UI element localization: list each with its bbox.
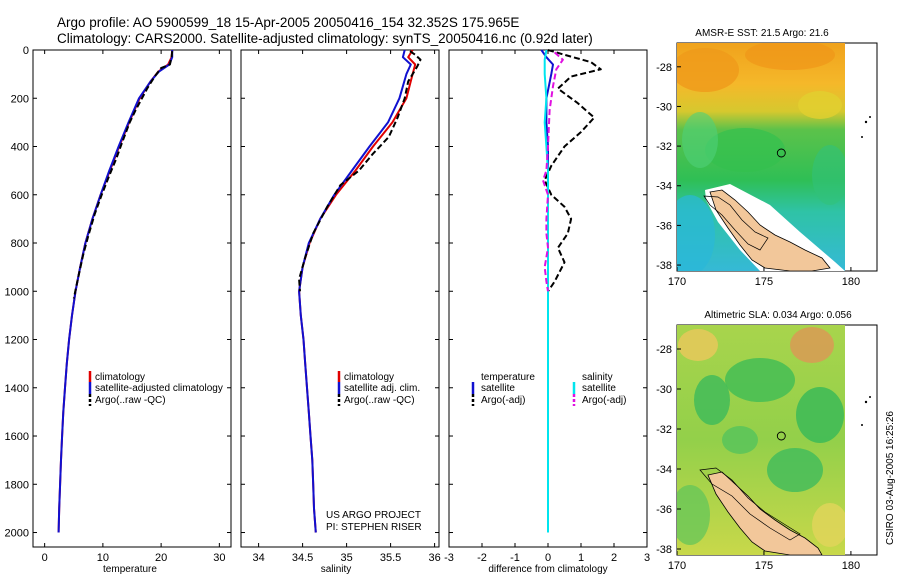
sst-field: [677, 43, 845, 271]
difference-panel: -3 -2 -1 0 1 2 3 difference from climatology t…: [444, 49, 650, 575]
y-tick-label: 2000: [5, 528, 29, 540]
x-tick-label: 35: [340, 552, 352, 564]
map-y-tick-label: -30: [656, 384, 672, 396]
map-y-tick-label: -34: [656, 181, 672, 193]
sst-map-panel: AMSR-E SST: 21.5 Argo: 21.6 170 175 180 -28…: [656, 28, 878, 288]
temperature-legend-satellite: satellite-adjusted climatology: [95, 383, 223, 394]
x-tick-label: 0: [545, 552, 551, 564]
temperature-legend: climatology satellite-adjusted climatolo…: [88, 371, 223, 406]
series-line-argo-raw-qc: [298, 50, 422, 292]
y-tick-label: 600: [11, 190, 29, 202]
salinity-legend: climatology satellite adj. clim. Argo(..…: [337, 371, 420, 406]
temperature-axes-frame: [32, 49, 232, 548]
sst-map-offshore-dots: [861, 116, 871, 138]
temperature-legend-climatology: climatology: [95, 372, 145, 383]
sst-map-float-marker: [776, 148, 786, 158]
map-y-tick-label: -34: [656, 464, 672, 476]
salinity-legend-satellite: satellite adj. clim.: [344, 383, 420, 394]
x-tick-label: 10: [97, 552, 109, 564]
y-tick-label: 1600: [5, 431, 29, 443]
x-tick-label: -2: [477, 552, 487, 564]
x-tick-label: 1: [578, 552, 584, 564]
y-tick-label: 1000: [5, 286, 29, 298]
salinity-annotation-pi: PI: STEPHEN RISER: [326, 522, 422, 533]
salinity-legend-argo: Argo(..raw -QC): [344, 395, 415, 406]
y-tick-label: 400: [11, 142, 29, 154]
x-tick-label: 2: [611, 552, 617, 564]
sla-map-offshore-dots: [861, 396, 871, 426]
map-y-tick-label: -36: [656, 220, 672, 232]
difference-legend-temp-satellite: satellite: [481, 383, 515, 394]
map-x-tick-label: 175: [755, 276, 773, 288]
x-tick-label: 35.5: [380, 552, 401, 564]
sla-field: [677, 325, 845, 555]
y-tick-label: 1200: [5, 335, 29, 347]
map-y-tick-label: -30: [656, 101, 672, 113]
credit-timestamp: CSIRO 03-Aug-2005 16:25:26: [885, 411, 896, 545]
map-x-tick-label: 175: [755, 560, 773, 572]
series-line-salinity-satellite: [543, 49, 549, 533]
difference-legend-temperature-heading: temperature: [481, 372, 535, 383]
map-x-tick-label: 180: [842, 276, 860, 288]
x-tick-label: 0: [42, 552, 48, 564]
y-tick-label: 200: [11, 93, 29, 105]
map-y-tick-label: -38: [656, 544, 672, 556]
figure-title-line2: Climatology: CARS2000. Satellite-adjuste…: [57, 31, 593, 46]
difference-legend-temp-argo: Argo(-adj): [481, 395, 525, 406]
difference-legend-salinity-heading: salinity: [582, 372, 613, 383]
salinity-legend-climatology: climatology: [344, 372, 394, 383]
temperature-xlabel: temperature: [103, 564, 157, 575]
y-tick-label: 1800: [5, 479, 29, 491]
x-tick-label: 36: [428, 552, 440, 564]
salinity-axes-frame: [240, 49, 440, 548]
x-tick-label: -3: [444, 552, 454, 564]
map-y-tick-label: -38: [656, 260, 672, 272]
difference-legend-sal-satellite: satellite: [582, 383, 616, 394]
sla-map-panel: Altimetric SLA: 0.034 Argo: 0.056 170 175…: [656, 310, 878, 572]
salinity-annotation-project: US ARGO PROJECT: [326, 510, 421, 521]
x-tick-label: 20: [155, 552, 167, 564]
map-y-tick-label: -32: [656, 424, 672, 436]
temperature-legend-argo: Argo(..raw -QC): [95, 395, 166, 406]
temperature-panel: 0 10 20 30 0 200 400 600 800 1000 1200 1400 1600 1800…: [5, 45, 232, 575]
figure-title-line1: Argo profile: AO 5900599_18 15-Apr-2005 …: [57, 15, 519, 30]
y-tick-label: 1400: [5, 383, 29, 395]
map-y-tick-label: -36: [656, 504, 672, 516]
series-line-argo-raw-qc: [72, 51, 174, 299]
difference-xlabel: difference from climatology: [488, 564, 607, 575]
sla-map-title: Altimetric SLA: 0.034 Argo: 0.056: [704, 310, 852, 321]
series-line-salinity-argo-adj: [542, 51, 564, 292]
difference-legend: temperature satellite Argo(-adj) salinit…: [471, 372, 626, 406]
x-tick-label: 34: [252, 552, 264, 564]
y-tick-label: 800: [11, 238, 29, 250]
salinity-xlabel: salinity: [321, 564, 352, 575]
x-tick-label: 30: [213, 552, 225, 564]
x-tick-label: 3: [644, 552, 650, 564]
sst-map-title: AMSR-E SST: 21.5 Argo: 21.6: [695, 28, 829, 39]
map-y-tick-label: -32: [656, 141, 672, 153]
x-tick-label: -1: [510, 552, 520, 564]
map-x-tick-label: 170: [668, 276, 686, 288]
map-x-tick-label: 180: [842, 560, 860, 572]
map-y-tick-label: -28: [656, 62, 672, 74]
map-x-tick-label: 170: [668, 560, 686, 572]
salinity-panel: 34 34.5 35 35.5 36 salinity climatology sate…: [240, 49, 441, 575]
series-line-temperature-argo-adj: [543, 49, 602, 292]
map-y-tick-label: -28: [656, 344, 672, 356]
y-tick-label: 0: [23, 45, 29, 57]
sla-map-float-marker: [776, 431, 786, 441]
x-tick-label: 34.5: [292, 552, 313, 564]
difference-legend-sal-argo: Argo(-adj): [582, 395, 626, 406]
